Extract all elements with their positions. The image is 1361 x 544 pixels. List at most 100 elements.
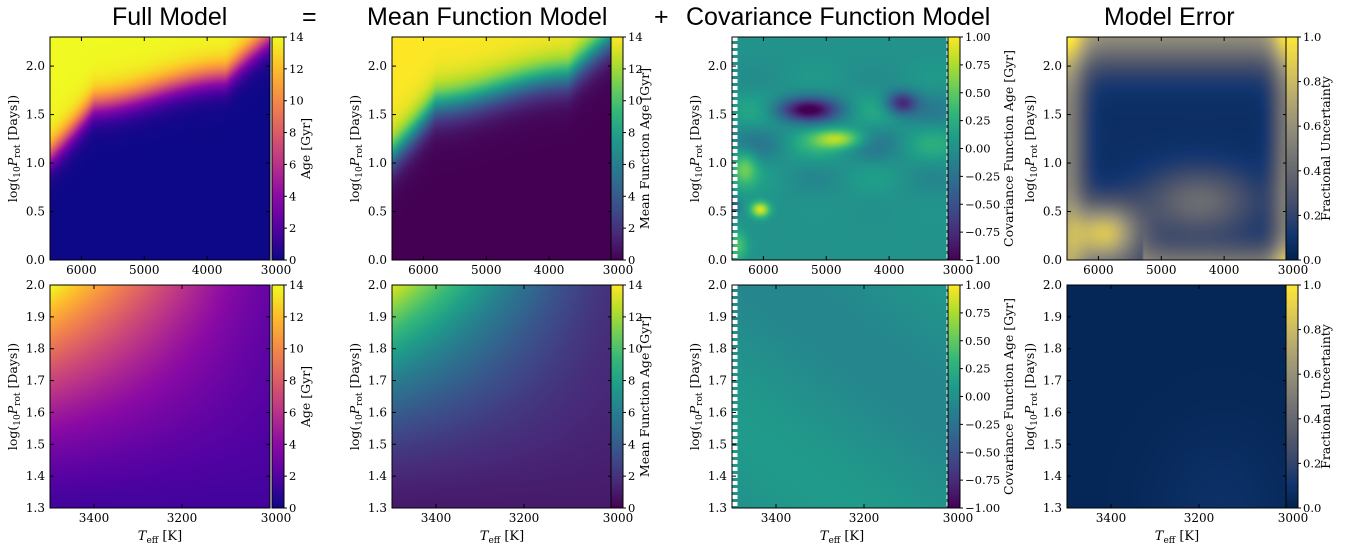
x-tick-label: 4000 — [1209, 263, 1240, 277]
colorbar-label: Age [Gyr] — [298, 118, 313, 180]
x-tick-label: 3000 — [943, 511, 974, 525]
y-tick-label: 2.0 — [708, 59, 727, 73]
y-tick-label: 2.0 — [1043, 278, 1062, 292]
y-tick-label: 1.4 — [1043, 469, 1062, 483]
y-tick-label: 1.7 — [368, 374, 387, 388]
colorbar-label: Fractional Uncertainty — [1318, 323, 1333, 469]
colorbar-frame — [610, 284, 624, 509]
y-tick-label: 1.0 — [708, 156, 727, 170]
heatmap-image — [732, 37, 952, 260]
colorbar-label: Covariance Function Age [Gyr] — [1001, 50, 1016, 247]
colorbar-frame — [1285, 36, 1299, 261]
header-plus-sign: + — [654, 3, 669, 31]
y-tick-label: 1.4 — [368, 469, 387, 483]
colorbar-label: Fractional Uncertainty — [1318, 75, 1333, 221]
y-tick-label: 1.5 — [708, 108, 727, 122]
colorbar-label: Covariance Function Age [Gyr] — [1001, 298, 1016, 495]
y-tick-label: 2.0 — [1043, 59, 1062, 73]
x-tick-label: 3000 — [1278, 511, 1309, 525]
y-tick-label: 1.7 — [26, 374, 45, 388]
y-tick-label: 1.0 — [26, 156, 45, 170]
y-tick-label: 1.5 — [26, 437, 45, 451]
colorbar-tick-label: 6 — [628, 405, 635, 419]
x-tick-label: 3200 — [167, 511, 198, 525]
colorbar-tick-label: 0.8 — [1303, 75, 1321, 89]
colorbar-tick-label: 4 — [289, 437, 296, 451]
x-tick-label: 6000 — [66, 263, 97, 277]
x-axis-label: Teff [K] — [138, 529, 182, 544]
x-tick-label: 3000 — [603, 511, 634, 525]
colorbar-frame — [610, 36, 624, 261]
colorbar — [611, 37, 623, 260]
colorbar-tick-label: 12 — [628, 62, 643, 76]
y-tick-label: 0.5 — [708, 205, 727, 219]
x-axis-label: Teff [K] — [1155, 529, 1199, 544]
x-axis-label: Teff [K] — [820, 529, 864, 544]
colorbar-tick-label: 14 — [289, 278, 304, 292]
colorbar-frame — [271, 36, 285, 261]
colorbar-tick-label: 1.0 — [1303, 278, 1321, 292]
x-tick-label: 4000 — [192, 263, 223, 277]
y-tick-label: 1.8 — [26, 342, 45, 356]
heatmap-image — [392, 37, 612, 260]
y-tick-label: 1.5 — [368, 108, 387, 122]
header-mean-function-model: Mean Function Model — [367, 3, 608, 31]
colorbar-tick-label: 0.75 — [965, 306, 991, 320]
colorbar-tick-label: 0.0 — [1303, 253, 1321, 267]
y-axis-label: log(10Prot [Days]) — [5, 95, 23, 202]
colorbar-tick-label: 4 — [628, 437, 635, 451]
x-tick-label: 5000 — [1146, 263, 1177, 277]
y-tick-label: 1.9 — [26, 310, 45, 324]
x-tick-label: 6000 — [1083, 263, 1114, 277]
y-tick-label: 1.8 — [368, 342, 387, 356]
colorbar-tick-label: 14 — [628, 30, 643, 44]
colorbar-label: Mean Function Age [Gyr] — [637, 68, 652, 229]
colorbar-tick-label: 8 — [628, 374, 635, 388]
y-tick-label: 0.5 — [368, 205, 387, 219]
colorbar-tick-label: 8 — [289, 126, 296, 140]
y-tick-label: 1.3 — [1043, 501, 1062, 515]
y-tick-label: 2.0 — [368, 59, 387, 73]
colorbar-tick-label: −0.75 — [965, 225, 1000, 239]
y-tick-label: 1.6 — [708, 405, 727, 419]
colorbar-tick-label: 10 — [289, 342, 304, 356]
y-axis-label: log(10Prot [Days]) — [1022, 95, 1040, 202]
x-axis-label: Teff [K] — [480, 529, 524, 544]
panel-bottom-err: 3400 3200 3000 1.3 1.4 1.5 1.6 1.7 1.8 1.9 2.0 log(… — [1022, 278, 1333, 544]
colorbar-tick-label: 8 — [628, 126, 635, 140]
y-tick-label: 1.6 — [26, 405, 45, 419]
y-tick-label: 1.5 — [1043, 437, 1062, 451]
y-tick-label: 0.5 — [26, 205, 45, 219]
colorbar-tick-label: −0.25 — [965, 417, 1000, 431]
panel-bottom-mean: 3400 3200 3000 1.3 1.4 1.5 1.6 1.7 1.8 1.9 2.0 log(… — [347, 278, 652, 544]
y-tick-label: 1.7 — [1043, 374, 1062, 388]
colorbar-tick-label: −1.00 — [965, 501, 1000, 515]
colorbar-tick-label: −0.50 — [965, 445, 1000, 459]
colorbar-tick-label: 0.4 — [1303, 412, 1321, 426]
panel-top-full: 6000 5000 4000 3000 0.0 0.5 1.0 1.5 2.0 log(10Pro… — [5, 30, 313, 277]
colorbar-tick-label: 4 — [628, 189, 635, 203]
heatmap-image — [50, 285, 270, 508]
colorbar-tick-label: 1.00 — [965, 278, 991, 292]
header-covariance-function-model: Covariance Function Model — [686, 3, 991, 31]
panel-top-cov: 6000 5000 4000 3000 0.0 0.5 1.0 1.5 2.0 log(10Pro… — [687, 30, 1016, 277]
colorbar-tick-label: 0.0 — [1303, 501, 1321, 515]
y-axis-label: log(10Prot [Days]) — [347, 95, 365, 202]
colorbar-tick-label: −1.00 — [965, 253, 1000, 267]
colorbar — [948, 285, 960, 508]
colorbar — [611, 285, 623, 508]
colorbar-label: Mean Function Age [Gyr] — [637, 316, 652, 477]
colorbar-tick-label: 0.75 — [965, 58, 991, 72]
colorbar-tick-label: 10 — [628, 342, 643, 356]
colorbar-tick-label: 0.00 — [965, 142, 991, 156]
colorbar-tick-label: 0.8 — [1303, 323, 1321, 337]
x-tick-label: 3000 — [1278, 263, 1309, 277]
x-tick-label: 3400 — [761, 511, 792, 525]
header-equals-sign: = — [302, 3, 317, 31]
colorbar-tick-label: 0.25 — [965, 362, 991, 376]
colorbar-tick-label: 2 — [628, 469, 635, 483]
y-tick-label: 1.5 — [26, 108, 45, 122]
y-tick-label: 1.3 — [708, 501, 727, 515]
y-tick-label: 1.8 — [708, 342, 727, 356]
